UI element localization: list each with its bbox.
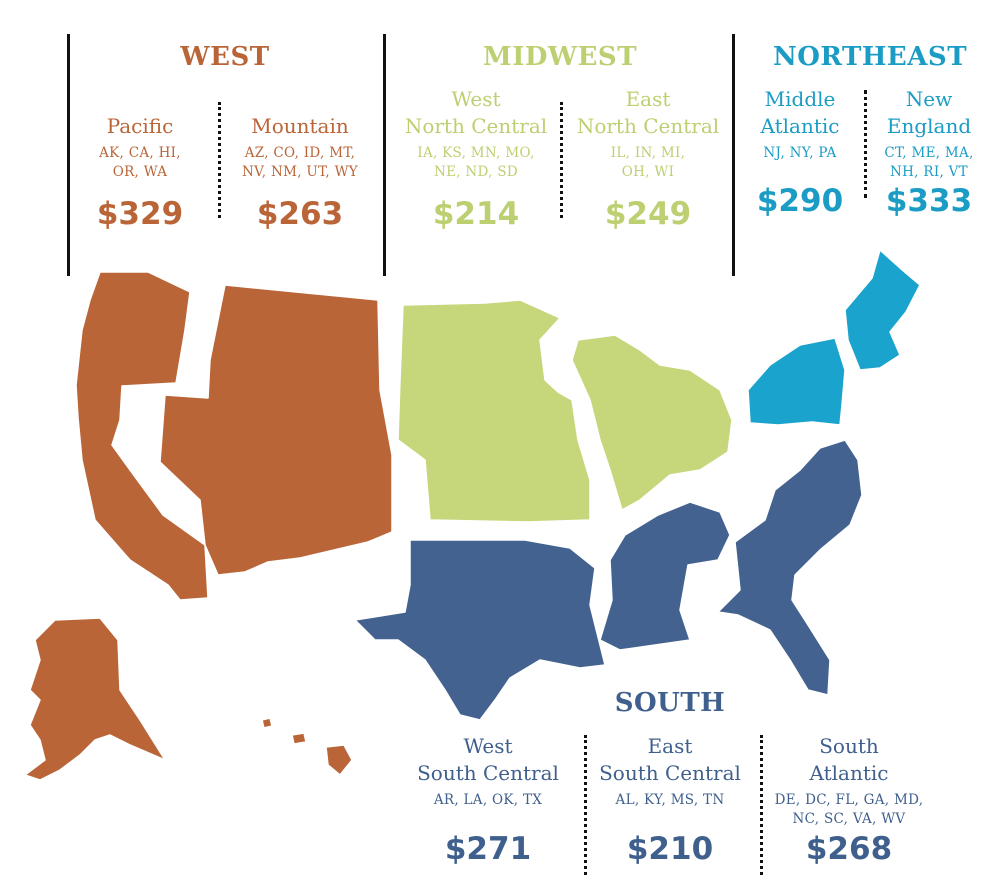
states-line: AK, CA, HI, — [99, 145, 181, 161]
division-price: $263 — [256, 196, 344, 232]
states-line: NC, SC, VA, WV — [792, 811, 906, 827]
division-middle-atlantic: Middle Atlantic NJ, NY, PA $290 — [744, 86, 856, 219]
region-title-midwest: MIDWEST — [482, 42, 638, 72]
map-state-alaska — [24, 617, 166, 781]
division-price: $271 — [444, 831, 532, 867]
divider-wnc-enc — [560, 102, 563, 218]
states-line: DE, DC, FL, GA, MD, — [774, 792, 924, 808]
region-title-west: WEST — [180, 42, 270, 72]
division-name: West North Central — [400, 86, 552, 140]
division-west-south-central: West South Central AR, LA, OK, TX $271 — [408, 733, 568, 867]
map-region-east-south-central — [599, 501, 731, 651]
division-pacific: Pacific AK, CA, HI, OR, WA $329 — [80, 113, 200, 232]
division-name: New England — [870, 86, 988, 140]
division-name: Mountain — [251, 114, 349, 138]
map-region-new-england — [844, 249, 921, 371]
name-line: England — [886, 114, 972, 138]
division-states: AZ, CO, ID, MT, NV, NM, UT, WY — [226, 144, 374, 182]
division-east-north-central: East North Central IL, IN, MI, OH, WI $2… — [572, 86, 724, 232]
division-mountain: Mountain AZ, CO, ID, MT, NV, NM, UT, WY … — [226, 113, 374, 232]
division-states: AK, CA, HI, OR, WA — [80, 144, 200, 182]
division-name: Pacific — [106, 114, 174, 138]
states-line: NE, ND, SD — [433, 164, 519, 180]
states-line: AL, KY, MS, TN — [615, 792, 725, 808]
division-states: IA, KS, MN, MO, NE, ND, SD — [400, 144, 552, 182]
division-name: Middle Atlantic — [744, 86, 856, 140]
division-price: $268 — [805, 831, 893, 867]
map-region-west-north-central — [397, 299, 591, 523]
states-line: AR, LA, OK, TX — [433, 792, 543, 808]
states-line: OR, WA — [112, 164, 168, 180]
name-line: South Central — [599, 761, 741, 785]
map-state-hawaii — [261, 717, 353, 776]
division-price: $290 — [756, 183, 844, 219]
map-region-mountain — [159, 284, 393, 576]
name-line: West — [463, 734, 513, 758]
name-line: East — [647, 734, 693, 758]
states-line: IL, IN, MI, — [610, 145, 686, 161]
division-states: IL, IN, MI, OH, WI — [572, 144, 724, 182]
region-title-south: SOUTH — [614, 688, 726, 718]
division-name: East South Central — [590, 733, 750, 787]
region-title-northeast: NORTHEAST — [772, 42, 968, 72]
states-line: NV, NM, UT, WY — [242, 164, 358, 180]
division-states: AR, LA, OK, TX — [408, 791, 568, 810]
name-line: New — [905, 87, 953, 111]
division-east-south-central: East South Central AL, KY, MS, TN $210 — [590, 733, 750, 867]
name-line: North Central — [576, 114, 720, 138]
division-price: $329 — [96, 196, 184, 232]
divider-midwest-northeast — [732, 34, 735, 276]
states-line: CT, ME, MA, — [884, 145, 974, 161]
division-south-atlantic: South Atlantic DE, DC, FL, GA, MD, NC, S… — [766, 733, 932, 867]
map-region-middle-atlantic — [747, 337, 846, 426]
divider-west-midwest — [383, 34, 386, 276]
divider-wsc-esc — [584, 735, 587, 875]
name-line: South Central — [417, 761, 559, 785]
division-states: DE, DC, FL, GA, MD, NC, SC, VA, WV — [766, 791, 932, 829]
division-new-england: New England CT, ME, MA, NH, RI, VT $333 — [870, 86, 988, 219]
states-line: AZ, CO, ID, MT, — [244, 145, 356, 161]
map-region-east-north-central — [571, 334, 733, 511]
division-name: South Atlantic — [766, 733, 932, 787]
name-line: Middle — [764, 87, 836, 111]
states-line: NJ, NY, PA — [763, 145, 837, 161]
divider-pacific-mountain — [218, 102, 221, 218]
states-line: IA, KS, MN, MO, — [417, 145, 535, 161]
division-states: CT, ME, MA, NH, RI, VT — [870, 144, 988, 182]
division-price: $333 — [885, 183, 973, 219]
name-line: Atlantic — [760, 114, 840, 138]
divider-left — [67, 34, 70, 276]
division-price: $249 — [604, 196, 692, 232]
name-line: West — [451, 87, 501, 111]
divider-ma-ne — [864, 90, 867, 198]
division-states: NJ, NY, PA — [744, 144, 856, 163]
divider-esc-sa — [760, 735, 763, 875]
name-line: South — [819, 734, 879, 758]
division-west-north-central: West North Central IA, KS, MN, MO, NE, N… — [400, 86, 552, 232]
division-name: West South Central — [408, 733, 568, 787]
states-line: NH, RI, VT — [889, 164, 968, 180]
map-region-pacific-coast — [75, 271, 209, 601]
division-name: East North Central — [572, 86, 724, 140]
division-price: $214 — [432, 196, 520, 232]
division-states: AL, KY, MS, TN — [590, 791, 750, 810]
name-line: East — [625, 87, 671, 111]
name-line: Atlantic — [809, 761, 889, 785]
name-line: North Central — [404, 114, 548, 138]
map-region-west-south-central — [354, 539, 606, 721]
map-region-south-atlantic — [717, 439, 863, 696]
division-price: $210 — [626, 831, 714, 867]
states-line: OH, WI — [621, 164, 675, 180]
